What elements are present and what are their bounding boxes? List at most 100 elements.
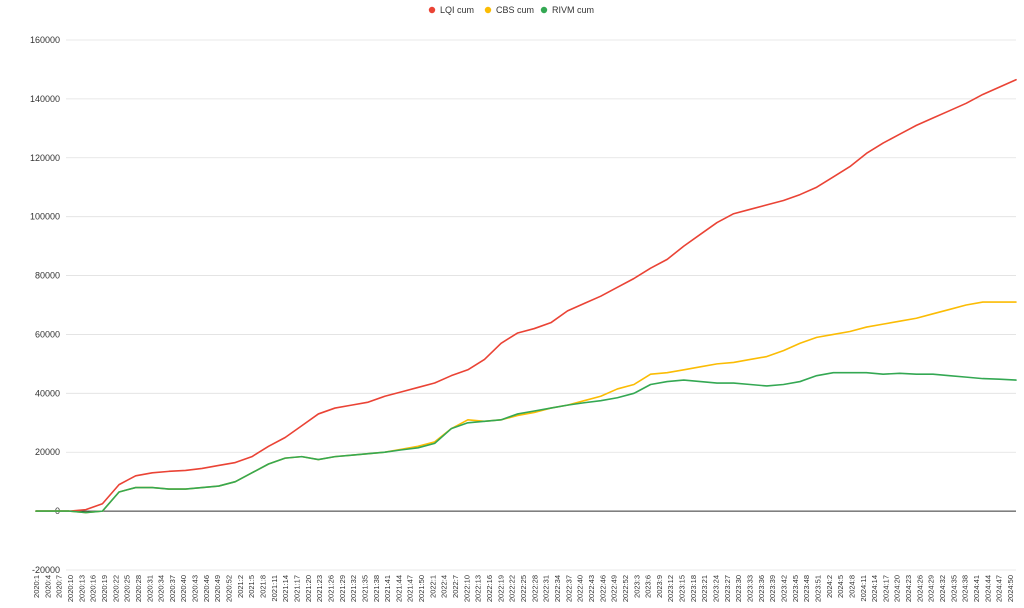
x-tick-label: 2024:8 <box>847 575 856 598</box>
legend-marker <box>484 6 492 14</box>
x-tick-label: 2024:32 <box>938 575 947 602</box>
x-tick-label: 2022:49 <box>610 575 619 602</box>
x-tick-label: 2024:41 <box>972 575 981 602</box>
x-tick-label: 2021:20 <box>304 575 313 602</box>
x-tick-label: 2021:47 <box>406 575 415 602</box>
series-line-lqi-cum <box>35 78 1017 512</box>
x-tick-label: 2022:13 <box>474 575 483 602</box>
x-tick-label: 2020:1 <box>32 575 41 598</box>
x-tick-label: 2021:35 <box>360 575 369 602</box>
x-tick-label: 2022:25 <box>519 575 528 602</box>
x-tick-label: 2024:2 <box>825 575 834 598</box>
series-group <box>35 78 1017 514</box>
x-tick-label: 2024:29 <box>927 575 936 602</box>
x-tick-label: 2022:10 <box>462 575 471 602</box>
x-tick-label: 2021:2 <box>236 575 245 598</box>
x-tick-label: 2020:16 <box>89 575 98 602</box>
x-tick-label: 2022:28 <box>530 575 539 602</box>
x-tick-label: 2023:18 <box>689 575 698 602</box>
x-tick-label: 2023:27 <box>723 575 732 602</box>
x-tick-label: 2021:50 <box>417 575 426 602</box>
x-tick-label: 2020:25 <box>123 575 132 602</box>
x-tick-label: 2020:22 <box>111 575 120 602</box>
x-tick-label: 2020:31 <box>145 575 154 602</box>
x-tick-label: 2021:5 <box>247 575 256 598</box>
x-tick-label: 2024:44 <box>983 575 992 602</box>
x-tick-label: 2024:17 <box>881 575 890 602</box>
x-tick-label: 2020:37 <box>168 575 177 602</box>
x-tick-label: 2021:41 <box>383 575 392 602</box>
y-tick-label: 120000 <box>30 153 60 163</box>
x-tick-label: 2022:37 <box>564 575 573 602</box>
x-tick-label: 2023:6 <box>644 575 653 598</box>
x-tick-label: 2021:17 <box>293 575 302 602</box>
x-tick-label: 2020:34 <box>157 575 166 602</box>
x-tick-label: 2020:19 <box>100 575 109 602</box>
y-tick-label: 20000 <box>35 447 60 457</box>
series-line-cbs-cum <box>35 301 1017 514</box>
y-axis: -200000200004000060000800001000001200001… <box>30 35 60 575</box>
x-tick-label: 2020:46 <box>202 575 211 602</box>
y-tick-label: -20000 <box>32 565 60 575</box>
legend-label: RIVM cum <box>552 5 594 15</box>
x-tick-label: 2022:19 <box>496 575 505 602</box>
x-tick-label: 2023:3 <box>632 575 641 598</box>
x-tick-label: 2024:35 <box>949 575 958 602</box>
x-tick-label: 2023:33 <box>746 575 755 602</box>
x-tick-label: 2024:5 <box>836 575 845 598</box>
y-tick-label: 160000 <box>30 35 60 45</box>
x-tick-label: 2023:45 <box>791 575 800 602</box>
x-tick-label: 2020:49 <box>213 575 222 602</box>
x-tick-label: 2021:11 <box>270 575 279 602</box>
x-tick-label: 2022:46 <box>598 575 607 602</box>
x-tick-label: 2023:30 <box>734 575 743 602</box>
x-tick-label: 2023:12 <box>666 575 675 602</box>
x-tick-label: 2020:28 <box>134 575 143 602</box>
x-tick-label: 2024:26 <box>915 575 924 602</box>
legend-marker <box>540 6 548 14</box>
x-tick-label: 2022:1 <box>428 575 437 598</box>
x-tick-label: 2022:52 <box>621 575 630 602</box>
x-tick-label: 2023:36 <box>757 575 766 602</box>
x-tick-label: 2023:9 <box>655 575 664 598</box>
x-tick-label: 2024:23 <box>904 575 913 602</box>
x-tick-label: 2024:38 <box>961 575 970 602</box>
x-tick-label: 2024:11 <box>859 575 868 602</box>
x-tick-label: 2023:48 <box>802 575 811 602</box>
y-tick-label: 100000 <box>30 212 60 222</box>
y-tick-label: 60000 <box>35 329 60 339</box>
x-tick-label: 2021:29 <box>338 575 347 602</box>
legend-label: CBS cum <box>496 5 534 15</box>
x-tick-label: 2023:42 <box>780 575 789 602</box>
y-tick-label: 40000 <box>35 388 60 398</box>
x-tick-label: 2020:13 <box>77 575 86 602</box>
x-tick-label: 2022:43 <box>587 575 596 602</box>
legend-label: LQI cum <box>440 5 474 15</box>
x-tick-label: 2021:23 <box>315 575 324 602</box>
legend-marker <box>428 6 436 14</box>
x-tick-label: 2022:4 <box>440 575 449 598</box>
x-tick-label: 2024:14 <box>870 575 879 602</box>
x-tick-label: 2022:16 <box>485 575 494 602</box>
x-tick-label: 2021:14 <box>281 575 290 602</box>
x-tick-label: 2023:51 <box>814 575 823 602</box>
x-tick-label: 2022:22 <box>508 575 517 602</box>
x-tick-label: 2020:10 <box>66 575 75 602</box>
x-tick-label: 2020:4 <box>43 575 52 598</box>
x-tick-label: 2021:44 <box>394 575 403 602</box>
x-tick-label: 2022:34 <box>553 575 562 602</box>
y-tick-label: 140000 <box>30 94 60 104</box>
x-tick-label: 2022:31 <box>542 575 551 602</box>
x-tick-label: 2020:40 <box>179 575 188 602</box>
x-axis: 2020:1 2020:4 2020:7 2020:10 2020:13 2020:16 2… <box>32 575 1015 602</box>
grid-lines <box>66 39 1016 571</box>
x-tick-label: 2022:40 <box>576 575 585 602</box>
x-tick-label: 2024:47 <box>995 575 1004 602</box>
x-tick-label: 2022:7 <box>451 575 460 598</box>
x-tick-label: 2023:24 <box>712 575 721 602</box>
x-tick-label: 2024:50 <box>1006 575 1015 602</box>
x-tick-label: 2021:8 <box>259 575 268 598</box>
x-tick-label: 2020:43 <box>191 575 200 602</box>
